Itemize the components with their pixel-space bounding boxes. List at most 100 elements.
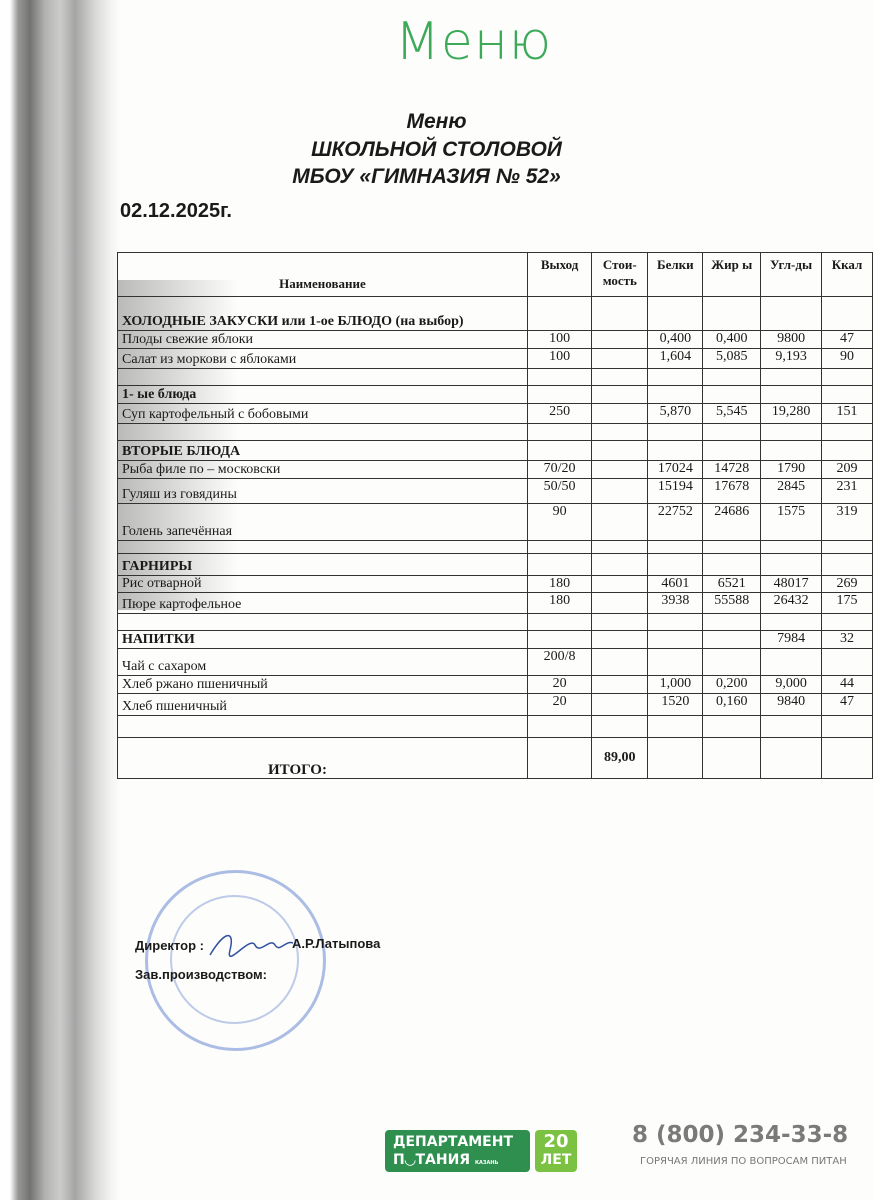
cell <box>526 553 593 576</box>
section-row: ВТОРЫЕ БЛЮДА <box>117 440 873 461</box>
badge-text: ЛЕТ <box>540 1152 572 1168</box>
table-row: Салат из моркови с яблоками 100 1,604 5,085… <box>117 348 873 369</box>
cell: 175 <box>821 592 873 614</box>
cell: 24686 <box>702 503 762 541</box>
cell <box>591 592 649 614</box>
cell <box>591 575 649 593</box>
cell <box>526 296 593 331</box>
cell <box>821 737 873 779</box>
title-line: МБОУ «ГИМНАЗИЯ № 52» <box>292 165 561 188</box>
cell <box>591 296 649 331</box>
dish-name <box>117 540 528 554</box>
cell <box>821 423 873 441</box>
cell <box>526 423 593 441</box>
cell: 231 <box>821 478 873 504</box>
cell <box>591 348 649 369</box>
cell <box>821 440 873 461</box>
cell: 180 <box>526 575 593 593</box>
table-row: Пюре картофельное 180 3938 55588 26432 175 <box>117 592 873 614</box>
stamp <box>145 870 326 1051</box>
menu-date: 02.12.2025г. <box>120 200 232 222</box>
cell: 100 <box>526 330 593 349</box>
cell <box>526 540 593 554</box>
dish-name: Чай с сахаром <box>117 648 528 676</box>
cell: 1,604 <box>647 348 704 369</box>
table-row: Рис отварной 180 4601 6521 48017 269 <box>117 575 873 593</box>
cell: 180 <box>526 592 593 614</box>
cell <box>591 630 649 649</box>
menu-table: Наименование Выход Стои-мость Белки Жир ы Угл… <box>117 252 873 779</box>
cell: 20 <box>526 693 593 716</box>
dish-name: Суп картофельный с бобовыми <box>117 403 528 424</box>
dish-name: НАПИТКИ <box>117 630 528 649</box>
dish-name: 1- ые блюда <box>117 385 528 404</box>
cell: 4601 <box>647 575 704 593</box>
column-header: Угл-ды <box>760 252 823 297</box>
cell <box>647 368 704 386</box>
cell: 19,280 <box>760 403 823 424</box>
cell <box>647 715 704 738</box>
cell <box>702 630 762 649</box>
cell: 9,193 <box>760 348 823 369</box>
cell <box>760 715 823 738</box>
cell <box>760 296 823 331</box>
cell: 7984 <box>760 630 823 649</box>
dish-name: Хлеб ржано пшеничный <box>117 675 528 694</box>
cell <box>702 715 762 738</box>
dish-name: Салат из моркови с яблоками <box>117 348 528 369</box>
total-row: ИТОГО: 89,00 <box>117 737 873 779</box>
department-logo: ДЕПАРТАМЕНТ П◡ТАНИЯ КАЗАНЬ <box>385 1130 530 1172</box>
cell <box>591 385 649 404</box>
cell: 90 <box>821 348 873 369</box>
column-header: Выход <box>526 252 593 297</box>
cell <box>526 737 593 779</box>
dish-name <box>117 715 528 738</box>
cell <box>526 440 593 461</box>
cell <box>591 440 649 461</box>
cell: 1575 <box>760 503 823 541</box>
dish-name: ГАРНИРЫ <box>117 553 528 576</box>
cell <box>760 423 823 441</box>
anniversary-badge: 20 ЛЕТ <box>535 1130 577 1172</box>
signature <box>209 934 294 958</box>
cell: 5,545 <box>702 403 762 424</box>
dish-name: Хлеб пшеничный <box>117 693 528 716</box>
dish-name <box>117 423 528 441</box>
stamp <box>170 895 299 1024</box>
section-row: 1- ые блюда <box>117 385 873 404</box>
cell: 3938 <box>647 592 704 614</box>
column-header: Наименование <box>117 252 528 297</box>
cell: 17678 <box>702 478 762 504</box>
cell <box>591 503 649 541</box>
cell <box>647 440 704 461</box>
table-row <box>117 540 873 554</box>
dish-name: Плоды свежие яблоки <box>117 330 528 349</box>
cell <box>526 368 593 386</box>
title-line: ШКОЛЬНОЙ СТОЛОВОЙ <box>311 138 562 161</box>
dish-name: ВТОРЫЕ БЛЮДА <box>117 440 528 461</box>
cell <box>591 715 649 738</box>
cell: 70/20 <box>526 460 593 479</box>
section-row: ГАРНИРЫ <box>117 553 873 576</box>
logo-city: КАЗАНЬ <box>474 1160 499 1166</box>
column-header: Жир ы <box>702 252 762 297</box>
cell <box>760 648 823 676</box>
cell <box>821 715 873 738</box>
logo-line: П◡ТАНИЯ <box>393 1152 471 1168</box>
cell <box>647 648 704 676</box>
cell: 26432 <box>760 592 823 614</box>
cell <box>591 478 649 504</box>
table-row: Хлеб ржано пшеничный 20 1,000 0,200 9,000 44 <box>117 675 873 694</box>
cell <box>526 385 593 404</box>
cell: 20 <box>526 675 593 694</box>
title-line: Меню <box>406 110 467 133</box>
cell: 6521 <box>702 575 762 593</box>
cell: 44 <box>821 675 873 694</box>
hotline-caption: ГОРЯЧАЯ ЛИНИЯ ПО ВОПРОСАМ ПИТАН <box>640 1156 847 1167</box>
cell: 2845 <box>760 478 823 504</box>
cell <box>591 423 649 441</box>
column-header: Стои-мость <box>591 252 649 297</box>
cell <box>821 648 873 676</box>
hotline-phone: 8 (800) 234-33-8 <box>632 1122 849 1148</box>
